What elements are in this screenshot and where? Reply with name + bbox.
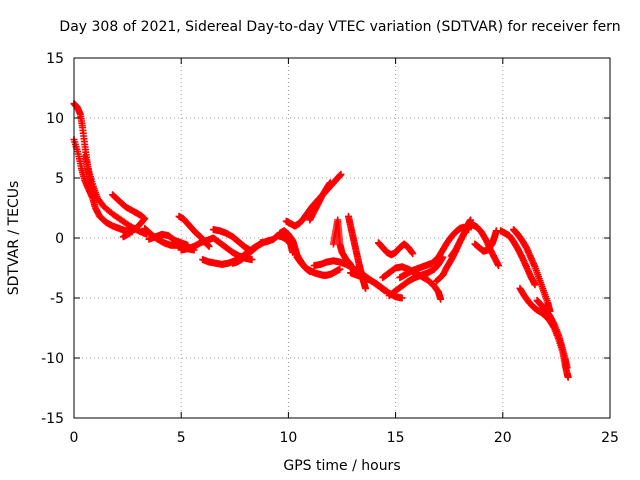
series-arc31: [533, 296, 571, 372]
plot-frame: [73, 57, 611, 419]
x-tick-label: 0: [70, 430, 79, 446]
x-tick-label: 5: [177, 430, 186, 446]
x-axis-label: GPS time / hours: [283, 458, 400, 474]
data-point: [563, 364, 571, 372]
series-arc7: [175, 212, 213, 250]
series-arc28: [497, 227, 539, 289]
series-arc20: [347, 269, 406, 302]
x-tick-label: 25: [601, 430, 619, 446]
series-arc11: [229, 236, 273, 267]
series-arc23: [385, 253, 447, 300]
data-point: [437, 295, 445, 303]
axis-ticks: 0 5 10 15 20 25 -15 -10 -5 0 5 10 15: [41, 51, 619, 446]
series-arc2: [70, 136, 136, 236]
y-tick-label: -5: [50, 291, 64, 307]
series-arc26: [447, 221, 503, 270]
series-arc21: [374, 239, 417, 259]
y-tick-label: 15: [46, 51, 64, 67]
data-point: [362, 284, 370, 292]
x-tick-label: 20: [494, 430, 512, 446]
data-point: [564, 373, 572, 381]
data-point: [326, 179, 334, 187]
data-point: [248, 256, 256, 264]
y-tick-label: 5: [55, 171, 64, 187]
series-arc12: [257, 232, 297, 256]
series-arc6: [145, 230, 192, 249]
data-point: [398, 294, 406, 302]
series-arc29: [510, 226, 554, 315]
data-point: [336, 265, 344, 273]
series-arc18: [329, 216, 355, 268]
data-point: [531, 281, 539, 289]
series-arc15: [306, 179, 334, 224]
data-point: [409, 250, 417, 258]
y-axis-label: SDTVAR / TECUs: [6, 181, 22, 296]
chart-title: Day 308 of 2021, Sidereal Day-to-day VTE…: [59, 19, 620, 35]
y-tick-label: 10: [46, 111, 64, 127]
data-point: [119, 233, 127, 241]
series-arc16: [293, 253, 344, 279]
series-layer: [70, 100, 572, 381]
series-arc8: [177, 234, 256, 264]
y-tick-label: -10: [41, 351, 64, 367]
data-point: [347, 260, 355, 268]
series-arc4: [109, 191, 149, 241]
data-point: [495, 262, 503, 270]
series-arc27: [471, 227, 500, 255]
y-tick-label: 0: [55, 231, 64, 247]
x-tick-label: 15: [387, 430, 405, 446]
x-tick-label: 10: [279, 430, 297, 446]
data-point: [337, 170, 345, 178]
y-tick-label: -15: [41, 411, 64, 427]
data-point: [205, 242, 213, 250]
